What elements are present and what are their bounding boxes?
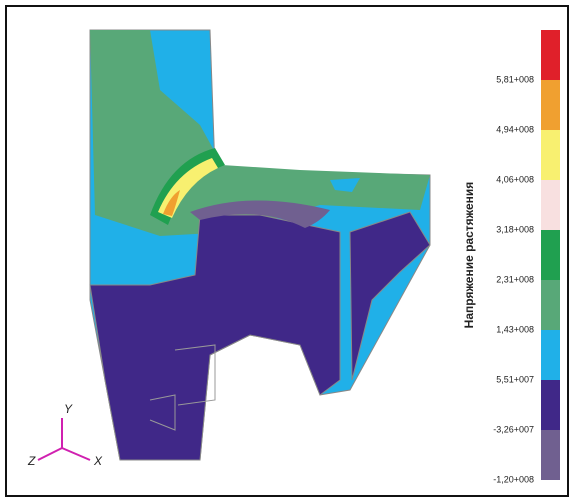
- colorbar-segment: [541, 180, 560, 230]
- legend-title: Напряжение растяжения: [462, 182, 476, 329]
- colorbar-label: 3,18+008: [496, 224, 534, 234]
- colorbar-segment: [541, 380, 560, 430]
- colorbar-segment: [541, 330, 560, 380]
- colorbar-label: -3,26+007: [493, 424, 534, 434]
- colorbar-segment: [541, 30, 560, 80]
- colorbar-segment: [541, 280, 560, 330]
- colorbar-segment: [541, 130, 560, 180]
- colorbar-label: 2,31+008: [496, 274, 534, 284]
- colorbar-label: 5,51+007: [496, 374, 534, 384]
- colorbar-label: 4,06+008: [496, 174, 534, 184]
- colorbar-segment: [541, 80, 560, 130]
- axis-label: Z: [27, 454, 36, 468]
- screenshot: Y Z X Напряжение растяжения 5,81+008 4,94…: [0, 0, 574, 502]
- axis-label: Y: [64, 402, 73, 416]
- colorbar-label: -1,20+008: [493, 474, 534, 484]
- colorbar-segment: [541, 230, 560, 280]
- colorbar-label: 1,43+008: [496, 324, 534, 334]
- colorbar-segment: [541, 430, 560, 480]
- colorbar-label: 4,94+008: [496, 124, 534, 134]
- axis-label: X: [93, 454, 103, 468]
- colorbar-label: 5,81+008: [496, 74, 534, 84]
